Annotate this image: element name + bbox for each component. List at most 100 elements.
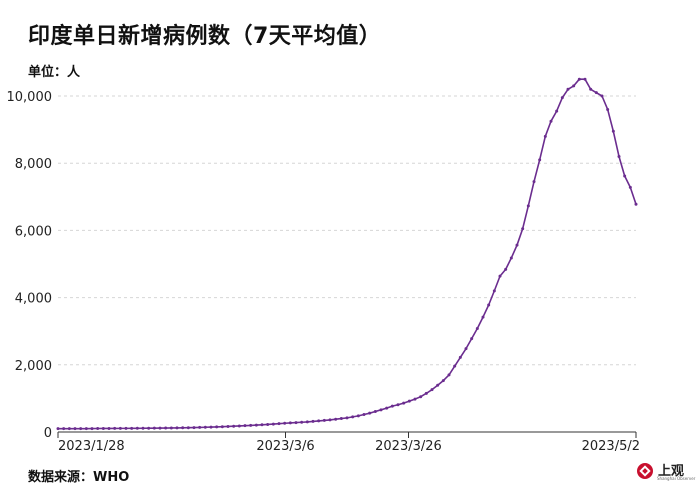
data-point	[96, 427, 100, 431]
data-point	[164, 426, 168, 430]
data-point	[606, 107, 610, 111]
data-point	[147, 426, 151, 430]
data-point	[430, 388, 434, 392]
chart-title: 印度单日新增病例数（7天平均值）	[28, 24, 382, 49]
x-tick-label: 2023/3/26	[375, 439, 442, 454]
data-point	[560, 96, 564, 100]
data-point	[237, 424, 241, 428]
data-point	[288, 421, 292, 425]
data-point	[84, 427, 88, 431]
y-tick-label: 2,000	[15, 359, 52, 374]
data-point	[572, 84, 576, 88]
data-point	[356, 414, 360, 418]
data-point	[390, 404, 394, 408]
gridlines	[58, 95, 636, 366]
data-point	[481, 315, 485, 319]
data-point	[113, 426, 117, 430]
data-point	[566, 87, 570, 91]
data-point	[526, 204, 530, 208]
data-point	[254, 423, 258, 427]
data-point	[232, 424, 236, 428]
data-point	[79, 427, 83, 431]
data-point	[515, 243, 519, 247]
data-point	[311, 419, 315, 423]
y-tick-label: 0	[44, 426, 52, 441]
logo-text: 上观	[658, 464, 685, 479]
data-point	[424, 391, 428, 395]
unit-label: 单位：人	[28, 65, 81, 80]
data-point	[368, 411, 372, 415]
data-point	[283, 421, 287, 425]
data-point	[555, 109, 559, 113]
data-point	[532, 180, 536, 184]
data-point	[617, 154, 621, 158]
data-point	[260, 423, 264, 427]
data-point	[351, 415, 355, 419]
data-point	[334, 417, 338, 421]
data-point	[90, 427, 94, 431]
data-point	[62, 427, 66, 431]
y-tick-label: 6,000	[15, 224, 52, 239]
data-point	[339, 417, 343, 421]
data-point	[521, 227, 525, 231]
data-point	[322, 418, 326, 422]
x-tick-label: 2023/5/2	[582, 439, 640, 454]
data-point	[407, 399, 411, 403]
data-point	[470, 337, 474, 341]
data-point	[243, 424, 247, 428]
data-point	[628, 185, 632, 189]
logo-mark-icon	[637, 463, 653, 479]
data-point	[634, 202, 638, 206]
data-point	[169, 426, 173, 430]
data-point	[300, 420, 304, 424]
data-point	[328, 418, 332, 422]
data-point	[498, 274, 502, 278]
data-point	[589, 87, 593, 91]
brand-logo: 上观 Shanghai Observer	[636, 460, 695, 484]
x-axis	[57, 431, 637, 438]
data-point	[152, 426, 156, 430]
data-point	[181, 426, 185, 430]
data-point	[538, 158, 542, 162]
data-point	[118, 426, 122, 430]
data-point	[458, 355, 462, 359]
data-point	[345, 416, 349, 420]
data-point	[203, 425, 207, 429]
data-point	[67, 427, 71, 431]
data-point	[305, 420, 309, 424]
data-point	[464, 347, 468, 351]
data-point	[186, 426, 190, 430]
data-point	[549, 119, 553, 123]
data-point	[504, 267, 508, 271]
data-point	[130, 426, 134, 430]
series-line	[58, 78, 637, 430]
y-tick-label: 4,000	[15, 292, 52, 307]
data-point	[226, 424, 230, 428]
data-point	[124, 426, 128, 430]
data-point	[101, 426, 105, 430]
data-point	[402, 401, 406, 405]
data-point	[385, 406, 389, 410]
data-point	[135, 426, 139, 430]
data-point	[158, 426, 162, 430]
data-point	[583, 77, 587, 81]
data-point	[73, 427, 77, 431]
data-point	[277, 422, 281, 426]
data-point	[623, 174, 627, 178]
data-point	[379, 408, 383, 412]
data-point	[577, 77, 581, 81]
x-tick-label: 2023/3/6	[256, 439, 314, 454]
data-point	[175, 426, 179, 430]
data-point	[249, 423, 253, 427]
data-point	[419, 395, 423, 399]
data-point	[413, 397, 417, 401]
series	[56, 77, 638, 431]
data-point	[362, 413, 366, 417]
data-point	[56, 427, 60, 431]
data-point	[487, 303, 491, 307]
data-point	[317, 419, 321, 423]
data-point	[373, 410, 377, 414]
data-point	[594, 91, 598, 95]
y-tick-label: 10,000	[7, 90, 53, 105]
